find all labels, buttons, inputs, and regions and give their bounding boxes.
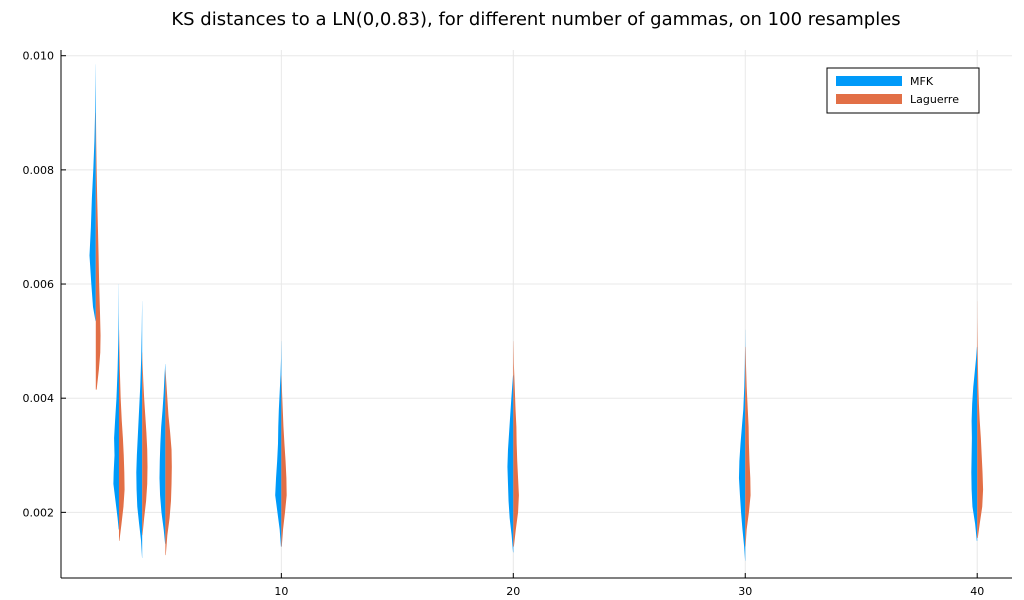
violin-laguerre-10 <box>281 375 287 547</box>
violin-laguerre-3 <box>118 329 125 541</box>
x-tick-label: 10 <box>274 585 288 598</box>
y-tick-label: 0.008 <box>23 164 55 177</box>
violin-mfk-20 <box>507 375 514 553</box>
violin-mfk-2 <box>89 64 96 322</box>
y-tick-label: 0.002 <box>23 506 55 519</box>
legend-label-mfk: MFK <box>910 75 934 88</box>
y-tick-label: 0.006 <box>23 278 55 291</box>
violin-laguerre-5 <box>165 369 172 556</box>
violin-laguerre-4 <box>142 352 148 536</box>
violin-mfk-40 <box>971 346 978 541</box>
x-tick-label: 20 <box>506 585 520 598</box>
violin-mfk-4 <box>136 301 143 559</box>
x-tick-label: 40 <box>970 585 984 598</box>
violin-mfk-10 <box>275 341 282 547</box>
violin-mfk-30 <box>738 329 746 561</box>
x-tick-label: 30 <box>738 585 752 598</box>
y-tick-label: 0.004 <box>23 392 55 405</box>
legend-swatch-mfk <box>836 76 902 86</box>
violin-laguerre-40 <box>977 301 984 539</box>
violin-mfk-5 <box>159 363 166 544</box>
violins <box>89 64 984 561</box>
legend-label-laguerre: Laguerre <box>910 93 959 106</box>
legend-swatch-laguerre <box>836 94 902 104</box>
tick-labels: 10 20 30 40 0.002 0.004 0.006 0.008 0.010 <box>23 50 985 598</box>
grid <box>61 50 1012 578</box>
legend-box <box>826 67 980 114</box>
violin-laguerre-20 <box>513 341 519 547</box>
axes <box>60 50 1012 579</box>
y-tick-label: 0.010 <box>23 50 55 63</box>
chart-title: KS distances to a LN(0,0.83), for differ… <box>171 9 900 30</box>
violin-mfk-3 <box>113 284 119 530</box>
violin-laguerre-30 <box>745 346 751 547</box>
legend: MFK Laguerre <box>826 67 980 114</box>
violin-laguerre-2 <box>95 112 101 390</box>
